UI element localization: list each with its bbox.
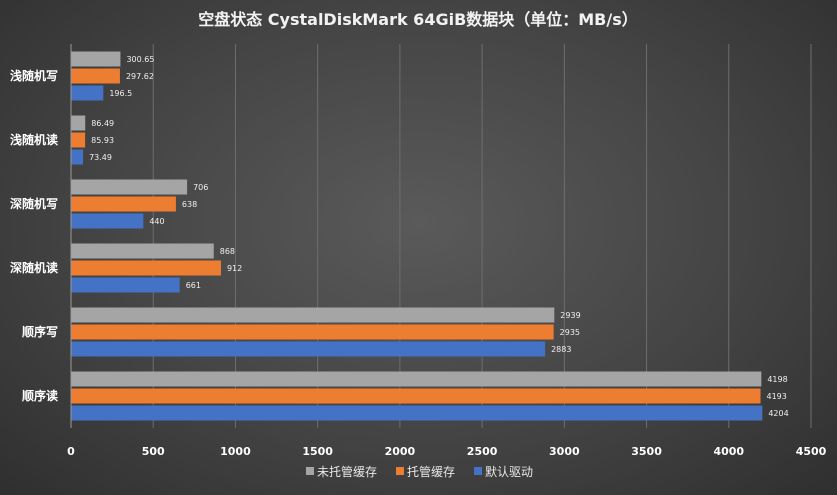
bar-3 [71, 86, 103, 101]
bar-2 [71, 69, 120, 84]
bar-3 [71, 406, 762, 421]
category-label: 浅随机写 [10, 68, 58, 83]
bar-2 [71, 133, 85, 148]
data-label: 912 [227, 264, 242, 273]
bar-3 [71, 342, 545, 357]
x-tick-label: 2000 [385, 445, 416, 458]
x-tick-label: 500 [142, 445, 165, 458]
data-label: 4193 [767, 392, 787, 401]
data-label: 638 [182, 200, 197, 209]
category-label: 深随机读 [10, 260, 58, 275]
data-label: 440 [149, 217, 164, 226]
legend-label: 未托管缓存 [317, 464, 377, 479]
data-label: 196.5 [109, 89, 132, 98]
data-label: 297.62 [126, 72, 154, 81]
x-tick-label: 3000 [549, 445, 580, 458]
chart-title: 空盘状态 CystalDiskMark 64GiB数据块（单位：MB/s） [198, 10, 638, 29]
legend-label: 托管缓存 [407, 464, 455, 479]
bar-3 [71, 214, 143, 229]
data-label: 2883 [551, 345, 571, 354]
bar-1 [71, 372, 761, 387]
bar-2 [71, 325, 554, 340]
x-tick-label: 0 [67, 445, 75, 458]
bar-3 [71, 150, 83, 165]
chart: 空盘状态 CystalDiskMark 64GiB数据块（单位：MB/s） 30… [0, 0, 837, 495]
legend-label: 默认驱动 [485, 464, 533, 479]
data-label: 4198 [767, 375, 787, 384]
legend: 未托管缓存 托管缓存 默认驱动 [306, 464, 533, 479]
x-tick-label: 3500 [631, 445, 662, 458]
bar-2 [71, 261, 221, 276]
bar-1 [71, 308, 554, 323]
bar-1 [71, 244, 214, 259]
data-label: 73.49 [89, 153, 112, 162]
bar-3 [71, 278, 180, 293]
bars-layer: 300.65 297.62 196.5 86.49 85.93 73.49 706 638 44… [71, 52, 789, 421]
category-label: 深随机写 [10, 196, 58, 211]
x-tick-label: 1500 [302, 445, 333, 458]
category-label: 顺序读 [22, 388, 58, 403]
data-label: 85.93 [91, 136, 114, 145]
data-label: 661 [186, 281, 201, 290]
legend-swatch [306, 467, 314, 475]
legend-swatch [474, 467, 482, 475]
category-label: 浅随机读 [10, 132, 58, 147]
bar-2 [71, 197, 176, 212]
grid-layer [71, 44, 811, 428]
bar-2 [71, 389, 761, 404]
category-label: 顺序写 [22, 324, 58, 339]
bar-1 [71, 180, 187, 195]
data-label: 706 [193, 183, 208, 192]
x-tick-label: 4000 [713, 445, 744, 458]
x-tick-label: 4500 [796, 445, 827, 458]
data-label: 300.65 [126, 55, 154, 64]
data-label: 2939 [560, 311, 580, 320]
data-label: 2935 [560, 328, 580, 337]
legend-swatch [396, 467, 404, 475]
bar-1 [71, 116, 85, 131]
data-label: 4204 [768, 409, 788, 418]
bar-1 [71, 52, 120, 67]
bar-chart: 空盘状态 CystalDiskMark 64GiB数据块（单位：MB/s） 30… [0, 0, 837, 495]
data-label: 86.49 [91, 119, 114, 128]
data-label: 868 [220, 247, 235, 256]
x-tick-label: 1000 [220, 445, 251, 458]
x-tick-label: 2500 [467, 445, 498, 458]
